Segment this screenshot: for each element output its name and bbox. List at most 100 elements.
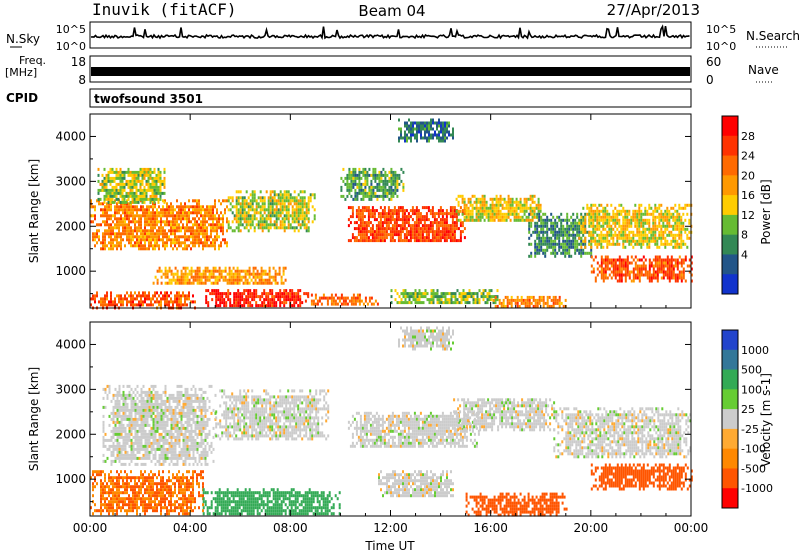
power-region-1 [205, 289, 310, 308]
velocity-colorbar-swatch-6 [722, 448, 738, 469]
velocity-colorbar-swatch-3 [722, 389, 738, 410]
nave-label: Nave [748, 63, 779, 77]
cpid-panel-frame [89, 88, 692, 108]
nsky-left-tick-top: 10^5 [56, 23, 86, 36]
power-y-axis-label: Slant Range [km] [27, 159, 41, 263]
velocity-colorbar-swatch-4 [722, 409, 738, 430]
power-ytick-label-2: 3000 [55, 174, 86, 188]
freq-trace [91, 67, 690, 76]
cpid-label: CPID [6, 91, 38, 105]
velocity-ytick-label-0: 1000 [55, 472, 86, 486]
velocity-colorbar-tick-2: 100 [741, 383, 762, 396]
nsky-left-tick-bottom: 10^0 [56, 40, 86, 53]
power-colorbar-swatch-6 [722, 234, 738, 255]
xtick-label-4: 16:00 [473, 521, 508, 535]
velocity-axes: 1000 2000 3000 4000 00:00 04:00 08:00 12:00 16:0… [55, 322, 708, 535]
date-title: 27/Apr/2013 [607, 1, 700, 19]
power-colorbar-tick-1: 24 [741, 150, 755, 163]
power-region-9 [455, 194, 542, 222]
velocity-colorbar-swatch-7 [722, 468, 738, 489]
station-title: Inuvik (fitACF) [92, 0, 237, 19]
velocity-region-9 [590, 463, 693, 491]
beam-title: Beam 04 [358, 2, 425, 20]
xtick-label-6: 00:00 [674, 521, 709, 535]
velocity-colorbar-swatch-8 [722, 488, 738, 509]
velocity-ytick-label-1: 2000 [55, 427, 86, 441]
power-colorbar-swatch-8 [722, 274, 738, 295]
power-region-14 [340, 167, 405, 201]
power-region-7 [227, 190, 316, 233]
power-region-11 [590, 255, 693, 283]
freq-unit-label: [MHz] [5, 66, 37, 79]
velocity-ytick-label-3: 4000 [55, 337, 86, 351]
power-colorbar: 28 24 20 16 12 8 4 [721, 115, 755, 295]
nsky-right-tick-top: 10^5 [706, 23, 736, 36]
velocity-region-3 [215, 389, 330, 441]
power-colorbar-swatch-4 [722, 195, 738, 216]
nave-right-tick-bottom: 0 [706, 73, 714, 87]
velocity-region-7 [465, 492, 568, 517]
power-region-13 [97, 167, 166, 204]
power-region-3 [304, 293, 379, 306]
cpid-panel: CPID twofsound 3501 [6, 88, 692, 108]
velocity-colorbar: 1000 500 100 25 -25 -100 -500 -1000 [721, 329, 773, 509]
freq-left-tick-top: 18 [71, 55, 86, 69]
nsky-panel: N.Sky 10^5 10^0 10^5 10^0 N.Search [6, 21, 800, 53]
power-heatmap [90, 118, 693, 310]
power-region-2 [152, 266, 287, 285]
freq-left-tick-bottom: 8 [78, 73, 86, 87]
freq-panel-frame [89, 55, 692, 83]
velocity-region-6 [378, 470, 454, 498]
power-colorbar-tick-4: 12 [741, 209, 755, 222]
power-region-4 [390, 289, 499, 305]
power-colorbar-swatch-5 [722, 214, 738, 236]
velocity-region-2 [102, 384, 217, 466]
velocity-region-8 [553, 407, 692, 459]
power-region-0 [90, 291, 196, 310]
power-colorbar-swatch-2 [722, 155, 738, 176]
power-colorbar-swatch-3 [722, 175, 738, 196]
velocity-colorbar-swatch-2 [722, 369, 738, 390]
velocity-colorbar-tick-1: 500 [741, 364, 762, 377]
velocity-colorbar-label-text: Velocity [m s-1] [759, 373, 773, 467]
freq-panel: Freq. [MHz] 18 8 60 0 Nave [5, 54, 779, 87]
velocity-panel: 1000 2000 3000 4000 00:00 04:00 08:00 12:00 16:0… [27, 321, 773, 553]
power-region-15 [398, 118, 454, 143]
velocity-ytick-label-2: 3000 [55, 382, 86, 396]
power-colorbar-tick-0: 28 [741, 130, 755, 143]
velocity-colorbar-frame [721, 329, 739, 509]
time-axis-label: Time UT [364, 539, 415, 553]
xtick-label-0: 00:00 [73, 521, 108, 535]
cpid-value: twofsound 3501 [94, 92, 203, 106]
nsearch-label: N.Search [746, 29, 800, 43]
xtick-label-2: 08:00 [273, 521, 308, 535]
velocity-region-4 [347, 411, 480, 448]
power-colorbar-tick-5: 8 [741, 229, 748, 242]
velocity-colorbar-tick-7: -1000 [741, 482, 773, 495]
power-ytick-label-0: 1000 [55, 264, 86, 278]
velocity-region-5 [453, 398, 556, 432]
power-colorbar-label: Power [dB] [759, 179, 773, 244]
nsky-panel-frame [89, 21, 692, 49]
velocity-y-axis-label: Slant Range [km] [27, 367, 41, 471]
velocity-colorbar-swatch-0 [722, 330, 738, 351]
power-axes: 1000 2000 3000 4000 [55, 114, 692, 308]
power-ytick-label-3: 4000 [55, 129, 86, 143]
velocity-colorbar-tick-3: 25 [741, 403, 755, 416]
power-colorbar-frame [721, 115, 739, 295]
power-region-8 [347, 206, 466, 243]
power-region-12 [578, 203, 693, 249]
velocity-heatmap [90, 326, 693, 517]
nsky-right-tick-bottom: 10^0 [706, 40, 736, 53]
xtick-label-5: 20:00 [574, 521, 609, 535]
velocity-colorbar-swatch-5 [722, 428, 738, 450]
nave-right-tick-top: 60 [706, 55, 721, 69]
xtick-label-1: 04:00 [173, 521, 208, 535]
xtick-label-3: 12:00 [373, 521, 408, 535]
velocity-colorbar-label: Velocity [m s-1] [759, 373, 773, 467]
velocity-colorbar-swatch-1 [722, 349, 738, 371]
power-colorbar-swatch-0 [722, 116, 738, 137]
velocity-colorbar-tick-4: -25 [741, 423, 759, 436]
velocity-colorbar-tick-6: -500 [741, 462, 766, 475]
